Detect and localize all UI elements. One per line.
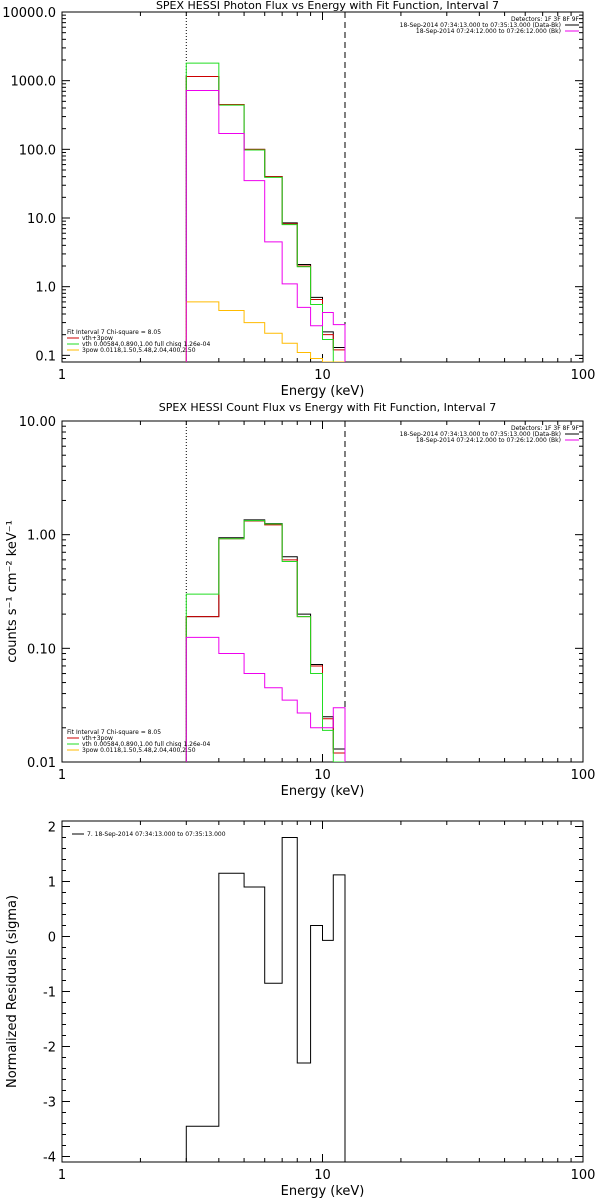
y-axis-label: counts s⁻¹ cm⁻² keV⁻¹ [5, 520, 20, 663]
x-tick-label: 10 [314, 368, 331, 383]
y-tick-label: 100.0 [19, 143, 56, 158]
y-tick-label: 1.0 [35, 281, 56, 296]
x-axis: 1 10 100 Energy (keV) [58, 421, 596, 799]
series-line-1 [185, 519, 346, 762]
legend-entry-label: 18-Sep-2014 07:24:12.000 to 07:26:12.000… [416, 437, 561, 444]
series-group [185, 62, 346, 362]
x-tick-label: 10 [314, 768, 331, 783]
legend-entry-label: vth+3pow [82, 335, 113, 342]
series-line-3 [185, 62, 346, 362]
legend-entry-label: 18-Sep-2014 07:34:13.000 to 07:35:13.000… [400, 431, 561, 438]
chart-title: SPEX HESSI Count Flux vs Energy with Fit… [159, 401, 496, 414]
x-tick-label: 1 [58, 768, 66, 783]
y-tick-label: 0 [48, 931, 56, 946]
series-line-3 [185, 520, 346, 762]
x-tick-label: 1 [58, 1168, 66, 1183]
series-line-2 [185, 76, 346, 362]
x-tick-label: 10 [314, 1168, 331, 1183]
legend-entry-label: 18-Sep-2014 07:34:13.000 to 07:35:13.000… [400, 22, 561, 29]
y-tick-label: -3 [43, 1096, 56, 1111]
x-axis-label: Energy (keV) [281, 384, 365, 399]
legend-entry-label: vth+3pow [82, 735, 113, 742]
y-tick-label: 0.1 [35, 349, 56, 364]
y-tick-label: -1 [43, 986, 56, 1001]
y-tick-label: 1.00 [27, 529, 56, 544]
legend-top-left: 7. 18-Sep-2014 07:34:13.000 to 07:35:13.… [72, 831, 226, 838]
legend-bottom-left: Fit Interval 7 Chi-square = 8.05vth+3pow… [67, 329, 210, 354]
legend-entry-label: 18-Sep-2014 07:24:12.000 to 07:26:12.000… [416, 28, 561, 35]
x-axis-label: Energy (keV) [281, 784, 365, 799]
y-tick-label: 10000.0 [2, 6, 56, 21]
legend-entry-label: vth 0.00584,0.890,1.00 full chisq 1.26e-… [82, 741, 210, 748]
legend-header: Detectors: 1F 3F 8F 9F [511, 16, 580, 23]
legend-bottom-left: Fit Interval 7 Chi-square = 8.05vth+3pow… [67, 729, 210, 754]
x-axis: 1 10 100 Energy (keV) [58, 12, 596, 399]
x-axis-label: Energy (keV) [281, 1184, 365, 1199]
y-tick-label: -4 [43, 1151, 56, 1166]
y-tick-label: 0.01 [27, 756, 56, 771]
plot-frame [61, 820, 584, 1163]
series-group [185, 519, 346, 762]
x-tick-label: 100 [571, 768, 596, 783]
y-tick-label: 10.00 [19, 415, 56, 430]
chart-panel-3: 1 10 100 Energy (keV) -4 -3 -2 -1 0 1 2 Normalized … [5, 820, 596, 1199]
y-axis: -4 -3 -2 -1 0 1 2 Normalized Residuals (sigma) [5, 821, 583, 1166]
x-tick-label: 100 [571, 368, 596, 383]
y-tick-label: 1 [48, 876, 56, 891]
chart-panel-1: SPEX HESSI Photon Flux vs Energy with Fi… [2, 0, 595, 399]
y-axis: 0.1 1.0 10.0 100.0 1000.0 10000.0 [2, 6, 583, 364]
series-line-4 [185, 301, 346, 362]
y-tick-label: 0.10 [27, 642, 56, 657]
y-tick-label: 10.0 [27, 212, 56, 227]
legend-header: Fit Interval 7 Chi-square = 8.05 [67, 329, 161, 336]
series-line-4 [185, 636, 346, 762]
series-line-5 [185, 89, 346, 362]
legend-header: Detectors: 1F 3F 8F 9F [511, 425, 580, 432]
x-tick-label: 100 [571, 1168, 596, 1183]
chart-panel-2: SPEX HESSI Count Flux vs Energy with Fit… [5, 401, 595, 799]
series-line-1 [185, 837, 346, 1162]
x-tick-label: 1 [58, 368, 66, 383]
y-tick-label: -2 [43, 1041, 56, 1056]
legend-entry-label: 3pow 0.0118,1.50,5.48,2.04,400,2.50 [82, 347, 196, 354]
series-group [185, 837, 346, 1162]
y-tick-label: 1000.0 [11, 75, 57, 90]
y-axis-label: Normalized Residuals (sigma) [5, 895, 20, 1088]
legend-header: Fit Interval 7 Chi-square = 8.05 [67, 729, 161, 736]
series-line-1 [185, 76, 346, 362]
y-axis: 0.01 0.10 1.00 10.00 counts s⁻¹ cm⁻² keV⁻¹ [5, 415, 583, 771]
legend-entry-label: 7. 18-Sep-2014 07:34:13.000 to 07:35:13.… [87, 831, 226, 838]
legend-entry-label: 3pow 0.0118,1.50,5.48,2.04,400,2.50 [82, 747, 196, 754]
x-axis: 1 10 100 Energy (keV) [58, 821, 596, 1199]
chart-title: SPEX HESSI Photon Flux vs Energy with Fi… [156, 0, 499, 12]
legend-entry-label: vth 0.00584,0.890,1.00 full chisq 1.26e-… [82, 341, 210, 348]
y-tick-label: 2 [48, 821, 56, 836]
